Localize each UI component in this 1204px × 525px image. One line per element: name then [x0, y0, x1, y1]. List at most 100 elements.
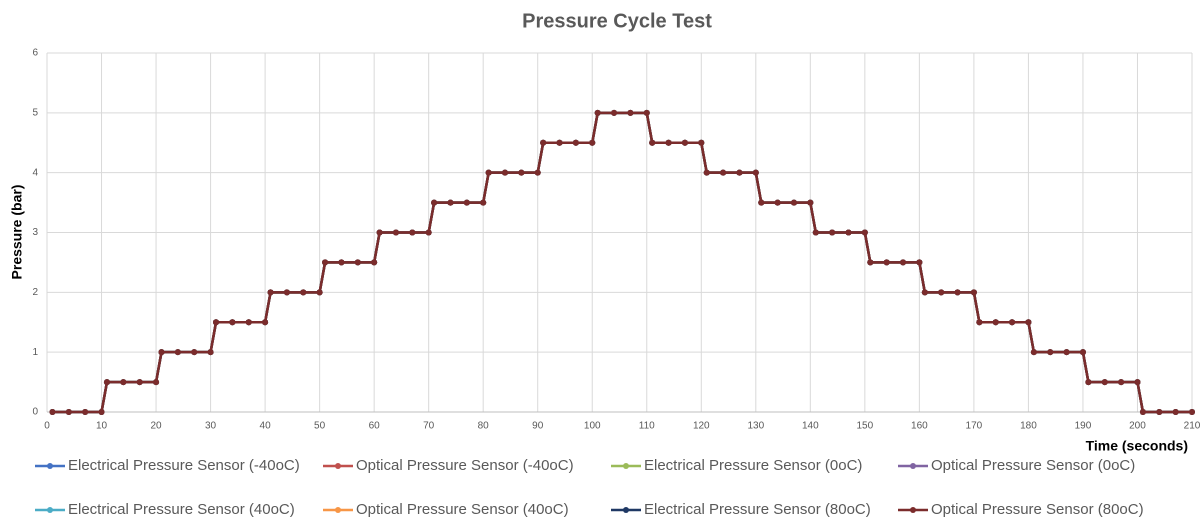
data-point — [540, 139, 547, 146]
data-point — [1063, 349, 1070, 356]
x-tick-label: 10 — [96, 421, 108, 432]
data-point — [572, 139, 579, 146]
data-point — [103, 379, 110, 386]
x-tick-label: 160 — [911, 421, 928, 432]
x-tick-label: 140 — [802, 421, 819, 432]
x-tick-label: 0 — [44, 421, 50, 432]
data-point — [1172, 409, 1179, 415]
data-point — [262, 319, 269, 326]
data-point — [316, 289, 323, 296]
data-point — [1085, 379, 1092, 386]
data-point — [643, 109, 650, 116]
x-tick-label: 150 — [857, 421, 874, 432]
data-point — [82, 409, 89, 415]
data-point — [376, 229, 383, 236]
legend-label: Optical Pressure Sensor (80oC) — [931, 501, 1144, 518]
series-line — [52, 111, 1192, 414]
data-point — [1079, 349, 1086, 356]
data-point — [589, 139, 596, 146]
series-line — [52, 111, 1192, 414]
x-tick-label: 120 — [693, 421, 710, 432]
data-point — [938, 289, 945, 296]
data-point — [1101, 379, 1108, 386]
data-point — [611, 109, 618, 116]
data-point — [916, 259, 923, 266]
data-point — [556, 139, 563, 146]
series-line — [52, 111, 1192, 414]
data-point — [883, 259, 890, 266]
data-point — [970, 289, 977, 296]
series-line — [52, 111, 1192, 414]
series-line — [52, 111, 1192, 414]
data-point — [703, 169, 710, 176]
y-tick-label: 3 — [32, 227, 38, 238]
y-tick-label: 6 — [32, 48, 38, 59]
data-point — [322, 259, 329, 266]
data-point — [245, 319, 252, 326]
x-tick-label: 200 — [1129, 421, 1146, 432]
data-point — [213, 319, 220, 326]
data-point — [867, 259, 874, 266]
data-point — [992, 319, 999, 326]
data-point — [954, 289, 961, 296]
data-point — [1139, 409, 1146, 415]
data-point — [594, 109, 601, 116]
legend-label: Electrical Pressure Sensor (-40oC) — [68, 457, 300, 474]
data-point — [431, 199, 438, 206]
data-point — [463, 199, 470, 206]
data-point — [1009, 319, 1016, 326]
y-tick-label: 4 — [32, 167, 38, 178]
x-tick-label: 30 — [205, 421, 217, 432]
data-point — [1156, 409, 1163, 415]
legend-marker — [910, 507, 916, 513]
x-tick-label: 210 — [1184, 421, 1201, 432]
data-point — [229, 319, 236, 326]
data-point — [758, 199, 765, 206]
data-point — [665, 139, 672, 146]
data-point — [1030, 349, 1037, 356]
data-point — [65, 409, 72, 415]
data-point — [49, 409, 56, 415]
data-point — [736, 169, 743, 176]
legend-marker — [47, 507, 53, 513]
data-point — [812, 229, 819, 236]
data-point — [480, 199, 487, 206]
data-point — [1134, 379, 1141, 386]
chart-title: Pressure Cycle Test — [522, 10, 712, 32]
x-tick-label: 60 — [369, 421, 381, 432]
x-tick-label: 110 — [639, 421, 655, 432]
data-point — [720, 169, 727, 176]
legend-label: Electrical Pressure Sensor (40oC) — [68, 501, 295, 518]
data-point — [267, 289, 274, 296]
data-point — [790, 199, 797, 206]
data-point — [485, 169, 492, 176]
data-point — [409, 229, 416, 236]
legend-marker — [910, 463, 916, 469]
data-point — [354, 259, 361, 266]
legend-label: Electrical Pressure Sensor (80oC) — [644, 501, 871, 518]
x-tick-label: 90 — [532, 421, 544, 432]
y-tick-label: 1 — [32, 347, 38, 358]
data-point — [98, 409, 105, 415]
data-point — [976, 319, 983, 326]
x-tick-label: 130 — [747, 421, 764, 432]
x-tick-label: 190 — [1075, 421, 1092, 432]
legend-label: Electrical Pressure Sensor (0oC) — [644, 457, 862, 474]
data-point — [698, 139, 705, 146]
data-point — [1189, 409, 1195, 415]
data-point — [371, 259, 378, 266]
x-tick-label: 50 — [314, 421, 326, 432]
legend-marker — [623, 507, 629, 513]
series-line — [52, 111, 1192, 414]
data-point — [921, 289, 928, 296]
data-point — [861, 229, 868, 236]
legend-marker — [47, 463, 53, 469]
data-point — [900, 259, 907, 266]
data-point — [774, 199, 781, 206]
data-point — [153, 379, 160, 386]
x-tick-label: 20 — [150, 421, 162, 432]
x-tick-label: 40 — [260, 421, 272, 432]
legend-label: Optical Pressure Sensor (0oC) — [931, 457, 1135, 474]
x-axis-label: Time (seconds) — [1086, 438, 1188, 454]
